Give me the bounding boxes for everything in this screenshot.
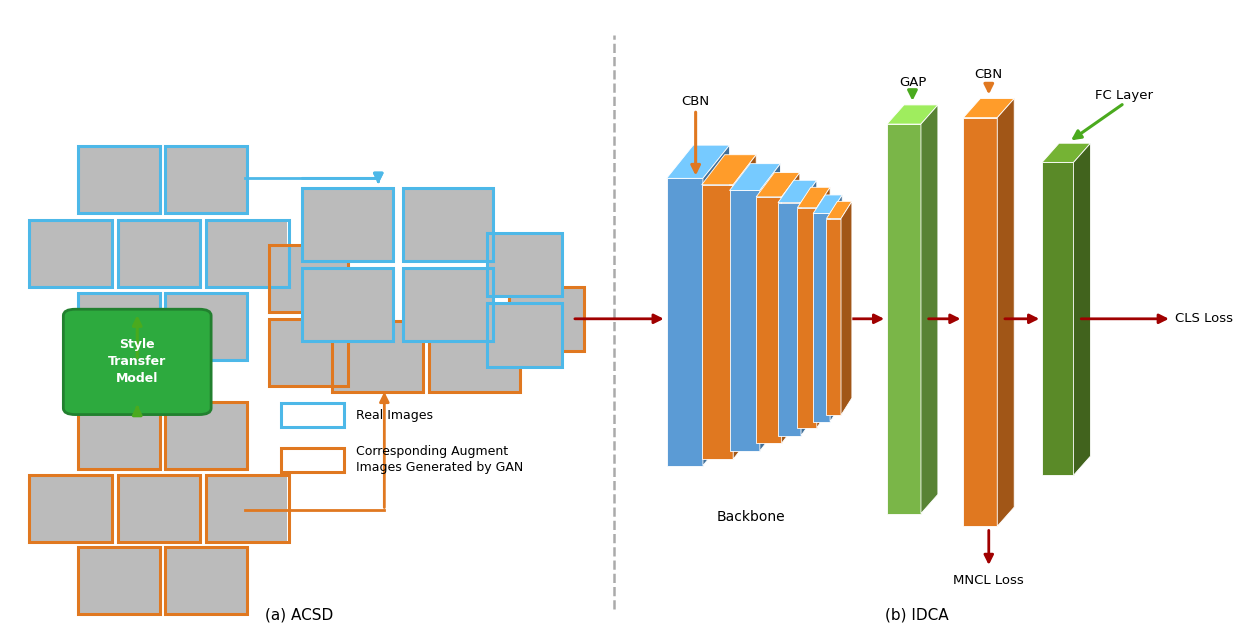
- Bar: [119, 476, 199, 542]
- Bar: [333, 321, 422, 392]
- Bar: [302, 268, 393, 341]
- Bar: [1042, 162, 1074, 475]
- Polygon shape: [797, 187, 830, 208]
- Bar: [489, 303, 561, 366]
- Polygon shape: [963, 99, 1014, 118]
- Bar: [165, 146, 248, 213]
- Bar: [269, 245, 348, 312]
- Bar: [509, 287, 585, 351]
- Bar: [78, 146, 160, 213]
- Bar: [488, 303, 562, 366]
- Bar: [887, 124, 921, 513]
- Text: CBN: CBN: [682, 95, 709, 108]
- Polygon shape: [921, 105, 938, 513]
- Bar: [208, 220, 287, 286]
- Bar: [165, 402, 248, 469]
- Bar: [281, 448, 345, 472]
- Text: FC Layer: FC Layer: [1096, 89, 1153, 102]
- Bar: [80, 548, 159, 614]
- Text: GAP: GAP: [898, 76, 926, 89]
- Bar: [403, 268, 494, 341]
- FancyBboxPatch shape: [63, 309, 211, 415]
- Polygon shape: [733, 155, 756, 459]
- Bar: [304, 269, 392, 341]
- Text: (a) ACSD: (a) ACSD: [265, 607, 333, 622]
- Polygon shape: [801, 180, 817, 435]
- Bar: [80, 402, 159, 468]
- Bar: [729, 191, 760, 451]
- Polygon shape: [760, 164, 780, 451]
- Bar: [797, 208, 817, 428]
- Polygon shape: [1042, 143, 1091, 162]
- Bar: [963, 118, 998, 526]
- Bar: [207, 220, 289, 287]
- Polygon shape: [841, 202, 852, 415]
- Text: (b) IDCA: (b) IDCA: [886, 607, 949, 622]
- Bar: [167, 402, 246, 468]
- Text: Backbone: Backbone: [717, 509, 786, 524]
- Bar: [30, 220, 112, 287]
- Bar: [270, 319, 347, 385]
- Bar: [270, 246, 347, 312]
- Bar: [814, 213, 830, 422]
- Bar: [510, 287, 583, 350]
- Bar: [756, 197, 781, 443]
- Polygon shape: [817, 187, 830, 428]
- Bar: [429, 321, 520, 392]
- Bar: [778, 203, 801, 435]
- Bar: [118, 475, 200, 542]
- Bar: [167, 294, 246, 359]
- Text: MNCL Loss: MNCL Loss: [953, 574, 1024, 587]
- Bar: [281, 403, 345, 428]
- Bar: [80, 294, 159, 359]
- Polygon shape: [998, 99, 1014, 526]
- Bar: [489, 233, 561, 296]
- Bar: [826, 218, 841, 415]
- Bar: [702, 185, 733, 459]
- Bar: [31, 220, 111, 286]
- Polygon shape: [814, 195, 842, 213]
- Text: CLS Loss: CLS Loss: [1176, 312, 1233, 325]
- Bar: [78, 293, 160, 360]
- Text: Style
Transfer
Model: Style Transfer Model: [108, 338, 167, 385]
- Bar: [78, 547, 160, 614]
- Text: Corresponding Augment
Images Generated by GAN: Corresponding Augment Images Generated b…: [357, 446, 524, 475]
- Bar: [80, 147, 159, 213]
- Bar: [404, 189, 493, 261]
- Polygon shape: [781, 173, 800, 443]
- Bar: [403, 188, 494, 261]
- Bar: [167, 147, 246, 213]
- Bar: [167, 548, 246, 614]
- Bar: [404, 269, 493, 341]
- Bar: [118, 220, 200, 287]
- Bar: [667, 178, 703, 466]
- Polygon shape: [703, 145, 729, 466]
- Bar: [30, 475, 112, 542]
- Polygon shape: [1074, 143, 1091, 475]
- Bar: [207, 475, 289, 542]
- Bar: [488, 232, 562, 296]
- Bar: [208, 476, 287, 542]
- Polygon shape: [729, 164, 780, 191]
- Polygon shape: [826, 202, 852, 218]
- Bar: [165, 547, 248, 614]
- Polygon shape: [756, 173, 800, 197]
- Bar: [31, 476, 111, 542]
- Polygon shape: [667, 145, 729, 178]
- Polygon shape: [830, 195, 842, 422]
- Bar: [430, 321, 519, 392]
- Bar: [304, 189, 392, 261]
- Polygon shape: [778, 180, 817, 203]
- Bar: [119, 220, 199, 286]
- Text: Real Images: Real Images: [357, 409, 433, 422]
- Bar: [269, 319, 348, 386]
- Text: CBN: CBN: [975, 68, 1003, 80]
- Bar: [78, 402, 160, 469]
- Bar: [332, 321, 423, 392]
- Bar: [165, 293, 248, 360]
- Polygon shape: [702, 155, 756, 185]
- Bar: [302, 188, 393, 261]
- Polygon shape: [887, 105, 938, 124]
